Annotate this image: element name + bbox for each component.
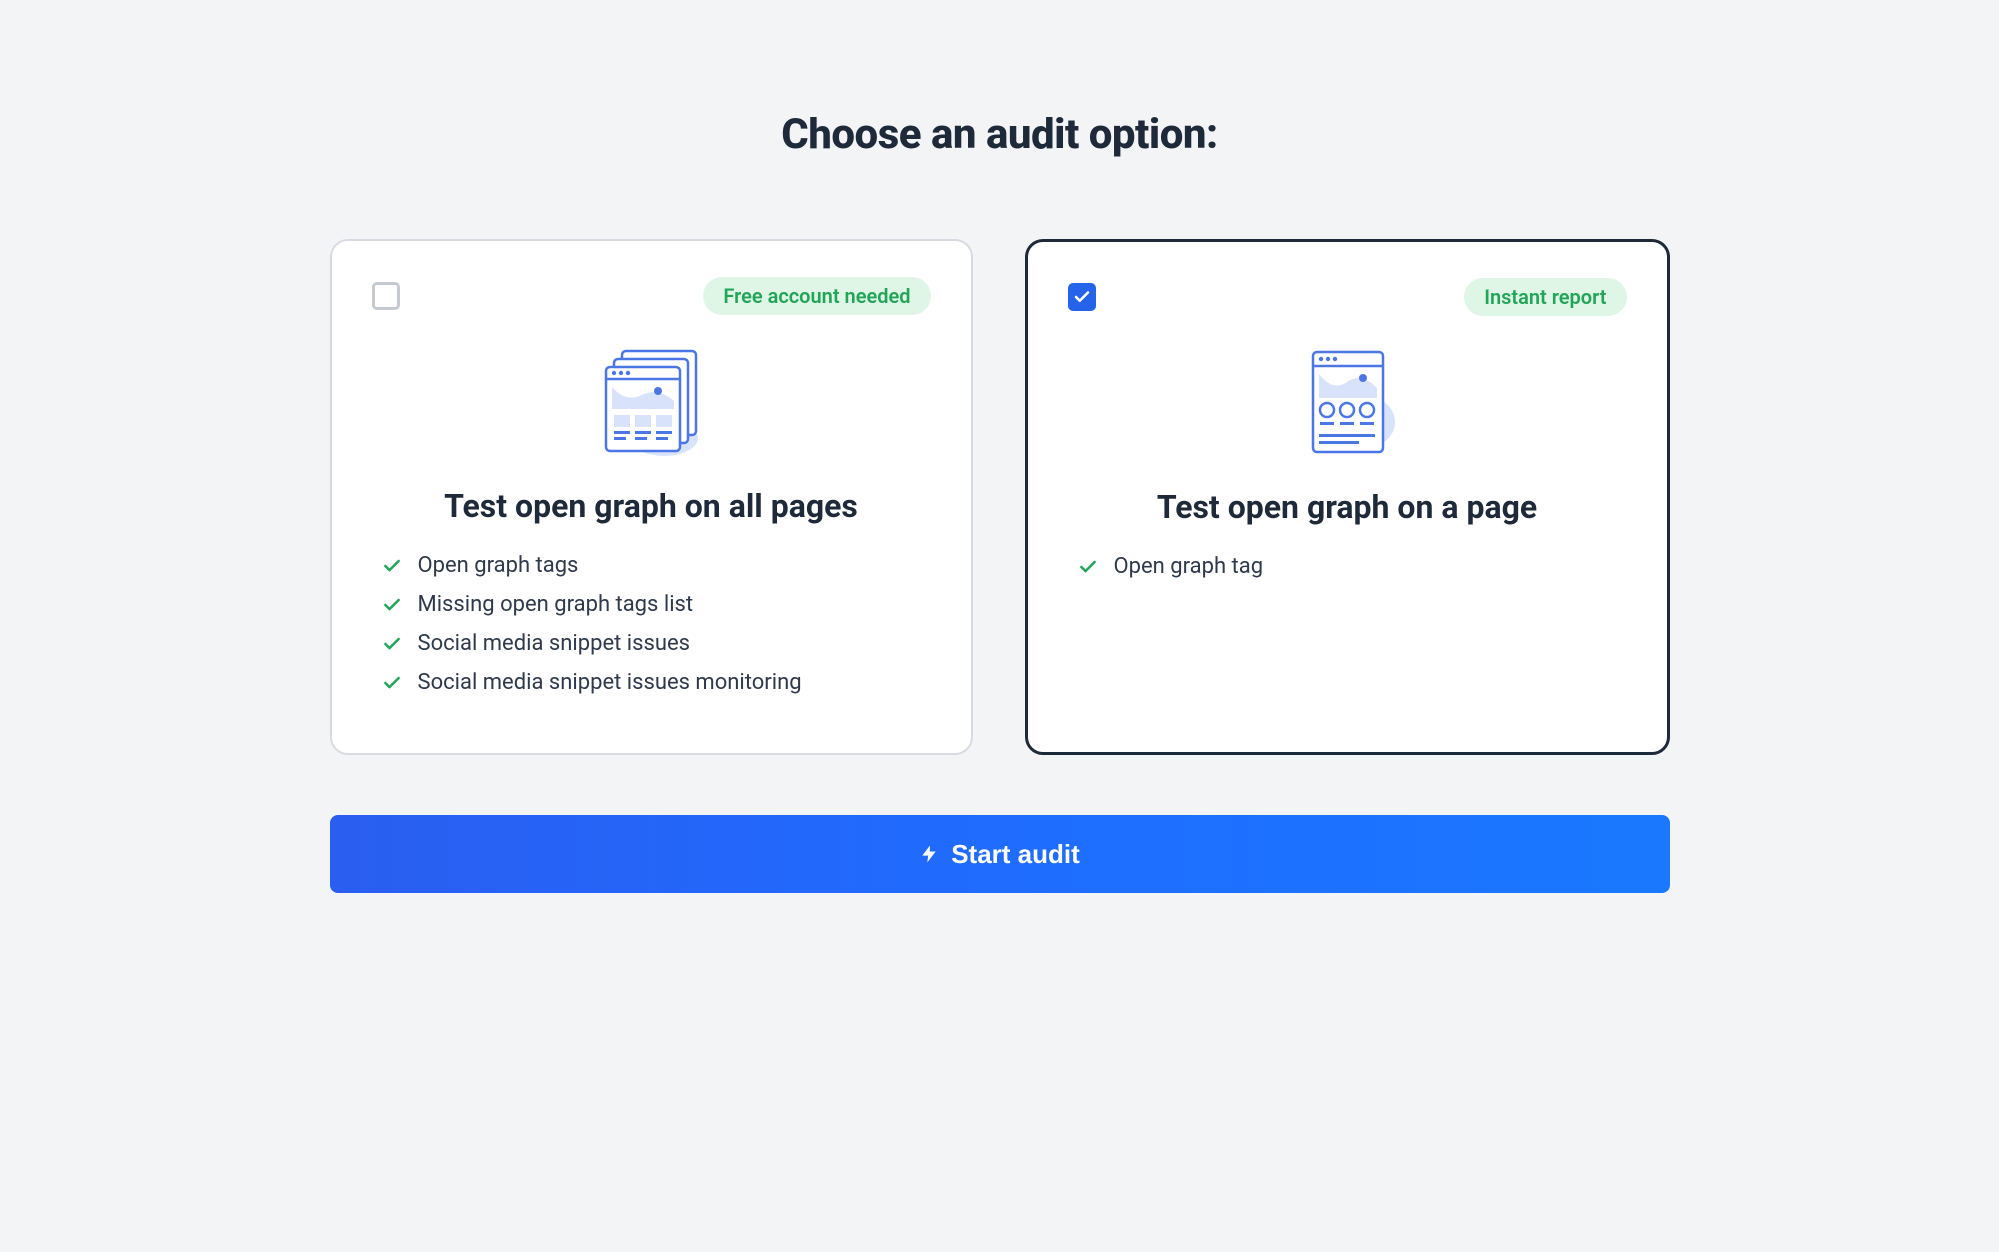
feature-item: Open graph tags [382, 553, 931, 578]
feature-item: Open graph tag [1078, 554, 1627, 579]
single-page-illustration-icon [1068, 344, 1627, 464]
page-heading: Choose an audit option: [330, 110, 1670, 159]
lightning-bolt-icon [919, 842, 939, 866]
card-top-row: Free account needed [372, 277, 931, 315]
check-icon [382, 556, 402, 576]
start-audit-label: Start audit [951, 839, 1080, 870]
card-top-row: Instant report [1068, 278, 1627, 316]
checkbox-unchecked-icon[interactable] [372, 282, 400, 310]
badge-instant-report: Instant report [1464, 278, 1626, 316]
check-icon [382, 673, 402, 693]
feature-item: Social media snippet issues monitoring [382, 670, 931, 695]
feature-item: Social media snippet issues [382, 631, 931, 656]
check-icon [382, 595, 402, 615]
option-card-all-pages[interactable]: Free account needed [330, 239, 973, 755]
option-card-single-page[interactable]: Instant report [1025, 239, 1670, 755]
feature-label: Social media snippet issues [418, 631, 690, 656]
feature-label: Social media snippet issues monitoring [418, 670, 802, 695]
feature-item: Missing open graph tags list [382, 592, 931, 617]
card-title: Test open graph on all pages [372, 487, 931, 525]
feature-list: Open graph tag [1068, 554, 1627, 579]
feature-label: Missing open graph tags list [418, 592, 694, 617]
feature-label: Open graph tags [418, 553, 579, 578]
multi-page-illustration-icon [372, 343, 931, 463]
option-cards-row: Free account needed [330, 239, 1670, 755]
badge-free-account: Free account needed [703, 277, 930, 315]
feature-list: Open graph tags Missing open graph tags … [372, 553, 931, 695]
checkbox-checked-icon[interactable] [1068, 283, 1096, 311]
check-icon [382, 634, 402, 654]
start-audit-button[interactable]: Start audit [330, 815, 1670, 893]
audit-option-container: Choose an audit option: Free account nee… [330, 110, 1670, 1252]
feature-label: Open graph tag [1114, 554, 1264, 579]
check-icon [1078, 557, 1098, 577]
card-title: Test open graph on a page [1068, 488, 1627, 526]
